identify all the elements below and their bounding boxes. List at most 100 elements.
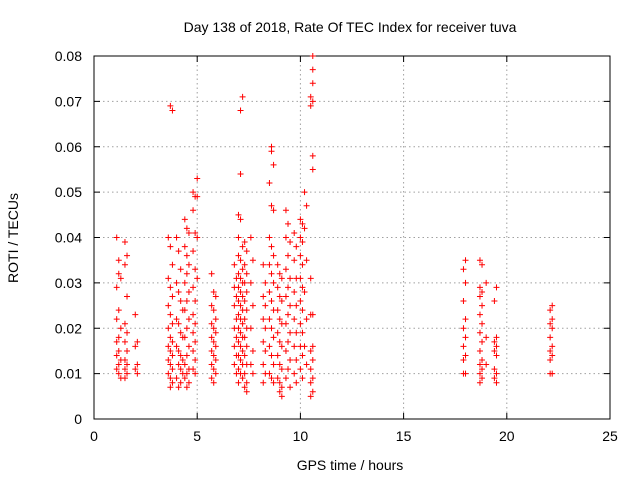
data-point (268, 298, 275, 305)
data-point (121, 320, 128, 327)
data-point (121, 261, 128, 268)
data-point (212, 357, 219, 364)
data-point (183, 325, 190, 332)
data-point (297, 252, 304, 259)
data-point (287, 275, 294, 282)
data-point (113, 234, 120, 241)
data-point (547, 320, 554, 327)
data-point (278, 393, 285, 400)
data-point (287, 329, 294, 336)
data-point (483, 361, 490, 368)
data-point (177, 266, 184, 273)
data-point (192, 320, 199, 327)
data-point (241, 370, 248, 377)
data-point (121, 338, 128, 345)
data-point (183, 270, 190, 277)
data-point (237, 288, 244, 295)
data-point (181, 279, 188, 286)
data-point (309, 375, 316, 382)
data-point (476, 293, 483, 300)
data-point (476, 379, 483, 386)
data-point (235, 352, 242, 359)
data-point (177, 298, 184, 305)
data-point (287, 302, 294, 309)
data-point (181, 361, 188, 368)
data-point (549, 352, 556, 359)
data-point (309, 66, 316, 73)
data-point (212, 370, 219, 377)
data-point (547, 334, 554, 341)
data-point (241, 334, 248, 341)
data-point (274, 352, 281, 359)
y-axis-label: ROTI / TECUs (5, 193, 21, 283)
data-point (235, 298, 242, 305)
data-point (268, 148, 275, 155)
data-point (183, 384, 190, 391)
x-tick-label: 25 (602, 428, 618, 444)
data-point (285, 338, 292, 345)
x-tick-label: 0 (90, 428, 98, 444)
data-point (113, 352, 120, 359)
data-point (208, 302, 215, 309)
data-point (235, 338, 242, 345)
data-point (121, 357, 128, 364)
data-point (285, 284, 292, 291)
data-point (185, 379, 192, 386)
data-point (299, 352, 306, 359)
data-point (175, 320, 182, 327)
data-point (493, 352, 500, 359)
data-point (183, 298, 190, 305)
data-point (132, 311, 139, 318)
data-point (247, 361, 254, 368)
data-point (297, 320, 304, 327)
data-point (297, 234, 304, 241)
data-point (303, 202, 310, 209)
x-axis-label: GPS time / hours (297, 457, 404, 473)
data-point (301, 189, 308, 196)
data-point (270, 207, 277, 214)
data-point (235, 211, 242, 218)
y-tick-label: 0.04 (55, 230, 82, 246)
data-point (266, 180, 273, 187)
data-point (493, 334, 500, 341)
data-point (285, 252, 292, 259)
data-point (208, 334, 215, 341)
data-point (185, 316, 192, 323)
data-point (274, 375, 281, 382)
data-point (192, 338, 199, 345)
data-point (483, 279, 490, 286)
data-point (173, 375, 180, 382)
data-point (194, 275, 201, 282)
data-point (479, 288, 486, 295)
data-point (274, 261, 281, 268)
data-point (268, 243, 275, 250)
data-point (299, 307, 306, 314)
data-point (165, 302, 172, 309)
data-point (231, 261, 238, 268)
data-point (262, 347, 269, 354)
data-point (291, 316, 298, 323)
data-point (282, 266, 289, 273)
data-point (493, 284, 500, 291)
data-point (190, 347, 197, 354)
data-point (266, 288, 273, 295)
data-point (183, 370, 190, 377)
data-point (260, 361, 267, 368)
data-point (173, 234, 180, 241)
data-point (117, 275, 124, 282)
data-point (210, 338, 217, 345)
data-point (237, 329, 244, 336)
data-point (235, 270, 242, 277)
data-point (165, 234, 172, 241)
data-point (549, 316, 556, 323)
data-point (175, 248, 182, 255)
data-point (282, 207, 289, 214)
data-point (278, 384, 285, 391)
data-point (183, 352, 190, 359)
y-tick-label: 0.07 (55, 93, 82, 109)
data-point (479, 302, 486, 309)
data-point (169, 293, 176, 300)
data-points (113, 53, 556, 400)
data-point (249, 370, 256, 377)
data-point (165, 343, 172, 350)
